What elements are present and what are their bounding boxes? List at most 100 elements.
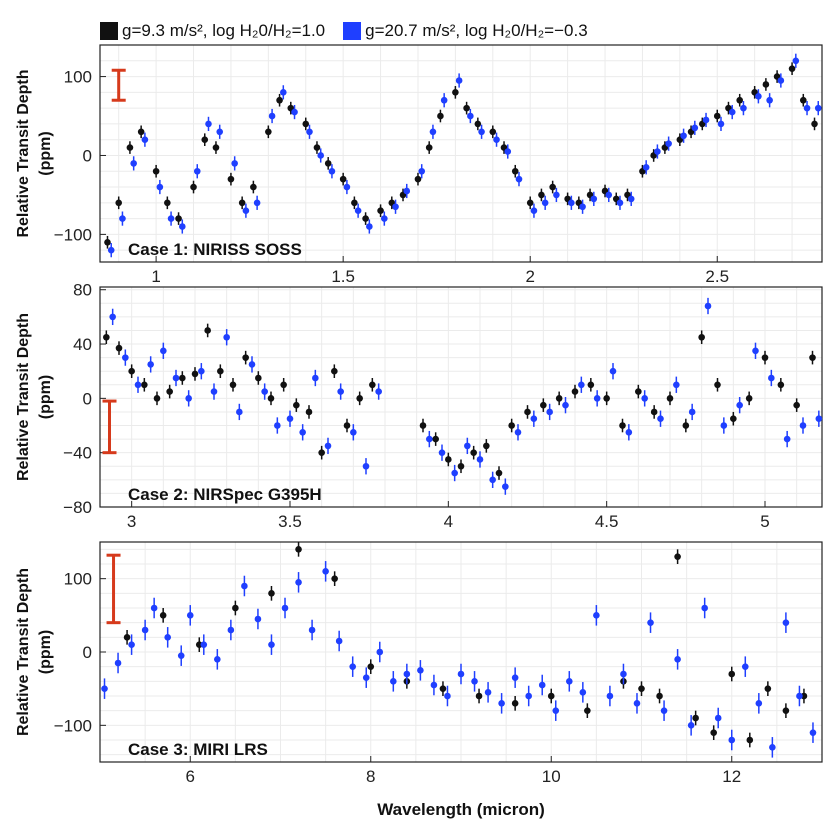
- panel1-series2-point: [205, 120, 212, 128]
- panel2-series1-point: [166, 388, 173, 395]
- panel1-series1-point: [788, 65, 796, 72]
- panel2-series1-point: [619, 422, 626, 429]
- panel3-series2-point: [164, 634, 171, 641]
- panel1-xtick-label: 2.5: [705, 267, 729, 286]
- panel3-series2-point: [114, 659, 122, 667]
- panel3-series2-point: [186, 612, 194, 619]
- panel1-series1-point: [511, 167, 519, 175]
- panel2-series1-point: [242, 354, 249, 361]
- panel1-frame: [99, 44, 823, 263]
- panel1-series2-point: [605, 191, 613, 199]
- panel2-series1-point: [115, 344, 123, 352]
- panel1-xtick-label: 2: [525, 267, 534, 286]
- legend-swatch-blue: [343, 22, 362, 40]
- panel1-series1-point: [152, 167, 160, 175]
- panel2-series2-point: [736, 401, 743, 409]
- panel2-series1-point: [343, 422, 351, 429]
- panel1-series1-point: [302, 120, 310, 128]
- panel3-series2-point: [362, 674, 370, 681]
- panel2-series1-point: [714, 381, 721, 389]
- panel1-series2-point: [268, 112, 276, 120]
- panel1-series1-point: [452, 89, 459, 96]
- x-axis-label: Wavelength (micron): [377, 800, 545, 819]
- panel3-series1-point: [331, 575, 338, 582]
- panel1-series2-point: [429, 128, 437, 136]
- panel3-series2-point: [150, 604, 158, 612]
- panel2-series1-point: [555, 395, 563, 402]
- panel1-series2-point: [306, 128, 313, 136]
- panel3-ytick-label: 0: [83, 643, 92, 662]
- panel3-series2-point: [241, 582, 248, 590]
- panel1-series2-point: [627, 195, 635, 203]
- panel3-series2-point: [728, 736, 736, 744]
- panel3-xtick-label: 10: [542, 767, 561, 786]
- panel2-series1-point: [587, 381, 595, 389]
- panel2-series1-point: [179, 374, 186, 382]
- panel1-series2-point: [167, 215, 175, 222]
- panel2-series2-point: [593, 395, 601, 402]
- panel1-series2-point: [253, 199, 261, 207]
- panel1-series1-point: [362, 215, 369, 222]
- panel1-series2-point: [568, 199, 575, 207]
- panel1-series1-point: [190, 183, 197, 191]
- panel1-series2-point: [231, 160, 238, 167]
- panel2-series1-point: [470, 449, 477, 456]
- panel1-series2-point: [702, 116, 710, 124]
- panel1-series1-point: [799, 96, 807, 104]
- legend-item-blue: g=20.7 m/s², log H₂0/H₂=−0.3: [343, 21, 588, 41]
- panel1-series2-point: [280, 89, 287, 96]
- panel1-series2-point: [354, 207, 362, 215]
- panel2-series1-point: [280, 381, 287, 389]
- panel1-series2-point: [504, 148, 512, 155]
- panel2-series2-point: [286, 415, 294, 423]
- panel3-series1-point: [475, 692, 483, 700]
- panel3-series1-point: [674, 553, 681, 560]
- panel2-series1-point: [204, 327, 211, 334]
- panel3-series2-point: [471, 678, 478, 685]
- panel3-series2-point: [714, 714, 722, 722]
- panel2-series1-point: [267, 395, 275, 402]
- panel3-series2-point: [403, 670, 411, 678]
- panel1-series1-point: [175, 215, 182, 222]
- panel2-xtick-label: 4: [444, 512, 453, 531]
- panel1-series1-point: [137, 128, 145, 136]
- panel2-series2-point: [185, 395, 192, 402]
- panel1-series1-point: [377, 207, 384, 215]
- panel1-title: Case 1: NIRISS SOSS: [128, 240, 302, 259]
- panel3-series2-point: [633, 700, 641, 707]
- panel1-series2-point: [317, 152, 325, 159]
- panel1-series1-point: [227, 175, 235, 183]
- panel2-series2-point: [198, 367, 205, 375]
- panel3-series2-point: [687, 722, 695, 729]
- panel1-series2-point: [515, 175, 523, 183]
- panel1-series1-point: [463, 104, 470, 112]
- panel3-series1-point: [511, 700, 519, 707]
- panel1-series2-point: [216, 128, 224, 136]
- panel3-series2-point: [741, 663, 749, 670]
- panel2-series2-point: [337, 388, 344, 395]
- panel1-series1-point: [437, 112, 444, 120]
- panel1-series1-point: [313, 144, 321, 151]
- panel3-series1-point: [123, 634, 131, 641]
- panel2-series2-point: [324, 442, 332, 450]
- panel3-series1-point: [547, 692, 555, 700]
- panel1-series1-point: [212, 144, 220, 151]
- panel1-ylabel-line1: Relative Transit Depth: [15, 69, 32, 237]
- panel1-series2-point: [418, 167, 426, 175]
- panel1-series2-point: [381, 215, 388, 222]
- panel3-series2-point: [214, 656, 221, 663]
- panel3-series2-point: [254, 615, 262, 623]
- panel1-series2-point: [717, 120, 725, 128]
- panel1-series2-point: [467, 112, 474, 120]
- panel3-series2-point: [335, 637, 343, 645]
- panel3-series2-point: [128, 641, 135, 648]
- panel2-series1-point: [305, 408, 313, 416]
- panel2-series1-point: [356, 395, 363, 402]
- panel2-series1-point: [666, 395, 674, 402]
- panel1-series2-point: [665, 140, 672, 147]
- panel2-series2-point: [752, 347, 759, 355]
- panel1-xtick-label: 1.5: [331, 267, 355, 286]
- panel3-series2-point: [647, 619, 654, 626]
- panel1-series1-point: [238, 199, 246, 207]
- panel3-series2-point: [660, 707, 668, 714]
